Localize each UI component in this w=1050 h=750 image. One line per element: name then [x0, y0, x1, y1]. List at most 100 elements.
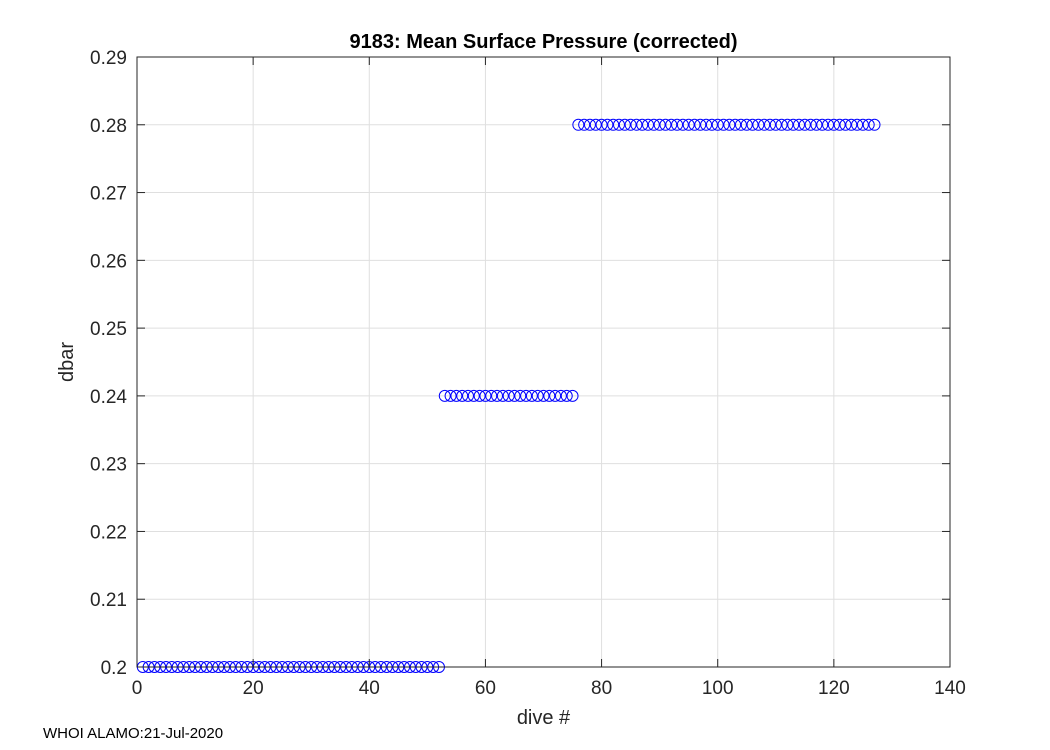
data-point — [589, 118, 602, 131]
data-point — [525, 389, 538, 402]
y-tick-label: 0.24 — [90, 387, 127, 408]
data-point — [531, 389, 544, 402]
data-point — [444, 389, 457, 402]
plot-frame — [136, 56, 951, 668]
data-point — [793, 118, 806, 131]
data-point — [734, 118, 747, 131]
data-point — [781, 118, 794, 131]
data-point — [647, 118, 660, 131]
data-point — [636, 118, 649, 131]
data-point — [682, 118, 695, 131]
x-tick-label: 20 — [243, 678, 264, 699]
data-point — [694, 118, 707, 131]
data-point — [723, 118, 736, 131]
data-point — [810, 118, 823, 131]
data-point — [827, 118, 840, 131]
data-point — [612, 118, 625, 131]
data-point — [729, 118, 742, 131]
data-point — [479, 389, 492, 402]
y-tick-label: 0.23 — [90, 455, 127, 476]
data-point — [566, 389, 579, 402]
y-axis-label: dbar — [56, 342, 78, 382]
data-point — [456, 389, 469, 402]
data-point — [822, 118, 835, 131]
data-point — [717, 118, 730, 131]
x-tick-label: 60 — [475, 678, 496, 699]
data-point — [798, 118, 811, 131]
data-point — [862, 118, 875, 131]
data-point — [676, 118, 689, 131]
x-tick-label: 120 — [818, 678, 850, 699]
data-point — [583, 118, 596, 131]
data-point — [572, 118, 585, 131]
data-point — [746, 118, 759, 131]
data-point — [752, 118, 765, 131]
y-tick-label: 0.29 — [90, 48, 127, 69]
data-point — [804, 118, 817, 131]
data-point — [473, 389, 486, 402]
x-tick-label: 140 — [934, 678, 966, 699]
data-point — [601, 118, 614, 131]
data-point — [508, 389, 521, 402]
data-point — [496, 389, 509, 402]
ticks-layer: 0 20 40 60 80 100 120 140 0.2 0.21 0.22 0.23 0.24 0.2… — [90, 48, 966, 699]
footer-stamp: WHOI ALAMO:21-Jul-2020 — [43, 725, 224, 742]
data-point — [642, 118, 655, 131]
y-tick-label: 0.28 — [90, 116, 127, 137]
data-point — [856, 118, 869, 131]
x-axis-label: dive # — [517, 707, 571, 729]
data-point — [769, 118, 782, 131]
data-point — [671, 118, 684, 131]
data-point — [438, 389, 451, 402]
data-point — [502, 389, 515, 402]
y-tick-label: 0.2 — [101, 658, 127, 679]
data-point — [467, 389, 480, 402]
data-point — [514, 389, 527, 402]
data-point — [833, 118, 846, 131]
data-point — [578, 118, 591, 131]
x-tick-label: 100 — [702, 678, 734, 699]
x-tick-label: 40 — [359, 678, 380, 699]
data-point — [560, 389, 573, 402]
data-point — [624, 118, 637, 131]
data-point — [537, 389, 550, 402]
data-point — [868, 118, 881, 131]
data-point — [688, 118, 701, 131]
data-point — [630, 118, 643, 131]
data-point — [543, 389, 556, 402]
data-point — [549, 389, 562, 402]
data-point — [700, 118, 713, 131]
data-point — [839, 118, 852, 131]
x-tick-label: 80 — [591, 678, 612, 699]
data-point — [705, 118, 718, 131]
data-point — [595, 118, 608, 131]
y-tick-label: 0.26 — [90, 251, 127, 272]
y-tick-label: 0.22 — [90, 522, 127, 543]
y-tick-label: 0.27 — [90, 184, 127, 205]
data-point — [816, 118, 829, 131]
data-point — [607, 118, 620, 131]
data-point — [763, 118, 776, 131]
y-tick-label: 0.25 — [90, 319, 127, 340]
data-point — [485, 389, 498, 402]
data-point — [653, 118, 666, 131]
data-point — [711, 118, 724, 131]
chart-title: 9183: Mean Surface Pressure (corrected) — [350, 31, 738, 53]
data-point — [618, 118, 631, 131]
data-point — [851, 118, 864, 131]
data-point — [491, 389, 504, 402]
data-point — [659, 118, 672, 131]
x-tick-label: 0 — [132, 678, 143, 699]
data-point — [845, 118, 858, 131]
data-point — [740, 118, 753, 131]
data-point — [554, 389, 567, 402]
data-point — [520, 389, 533, 402]
data-point — [758, 118, 771, 131]
data-point — [462, 389, 475, 402]
y-tick-label: 0.21 — [90, 590, 127, 611]
data-point — [450, 389, 463, 402]
data-point — [775, 118, 788, 131]
data-point — [787, 118, 800, 131]
